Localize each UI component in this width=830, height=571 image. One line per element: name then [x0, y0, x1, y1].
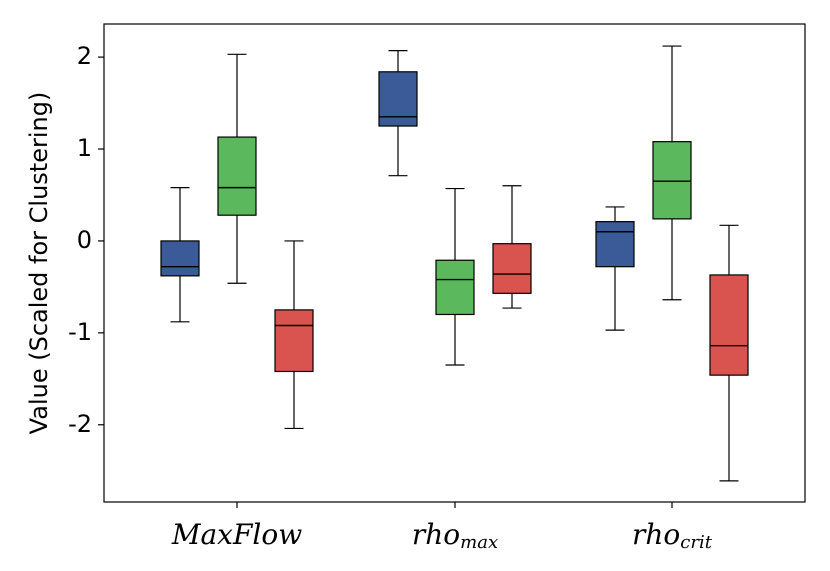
whisker-low	[284, 371, 304, 430]
whisker-high	[719, 224, 739, 275]
category-subscript: crit	[680, 532, 712, 553]
whisker-low	[388, 126, 408, 177]
whisker-high	[284, 240, 304, 310]
whisker-low	[445, 314, 465, 366]
box	[595, 221, 635, 268]
y-tick-label: -1	[68, 318, 92, 346]
box	[492, 243, 532, 294]
box	[274, 309, 314, 373]
whisker-high	[170, 187, 190, 241]
whisker-high	[605, 206, 625, 222]
whisker-low	[227, 215, 247, 284]
category-subscript: max	[460, 532, 498, 553]
box	[709, 274, 749, 376]
whisker-low	[502, 293, 522, 309]
y-tick-label: 2	[77, 42, 92, 70]
category-name: MaxFlow	[171, 518, 302, 551]
box	[435, 259, 475, 316]
x-tick-label: rhomax	[412, 518, 498, 554]
box	[217, 136, 257, 216]
whisker-low	[719, 375, 739, 482]
y-tick-label: 1	[77, 134, 92, 162]
category-name: rho	[412, 518, 460, 551]
category-name: rho	[632, 518, 680, 551]
x-tick-label: MaxFlow	[171, 518, 302, 551]
y-axis-label: Value (Scaled for Clustering)	[25, 92, 53, 435]
whisker-high	[227, 53, 247, 138]
y-tick-label: 0	[77, 226, 92, 254]
whisker-low	[170, 275, 190, 323]
y-tick-label: -2	[68, 410, 92, 438]
x-tick-label: rhocrit	[632, 518, 713, 554]
whisker-high	[445, 187, 465, 261]
plot-frame	[103, 23, 806, 503]
whisker-high	[502, 185, 522, 244]
box	[160, 240, 200, 277]
box	[378, 71, 418, 127]
whisker-low	[662, 218, 682, 301]
whisker-high	[388, 50, 408, 72]
whisker-low	[605, 266, 625, 331]
box	[652, 141, 692, 220]
whisker-high	[662, 45, 682, 142]
